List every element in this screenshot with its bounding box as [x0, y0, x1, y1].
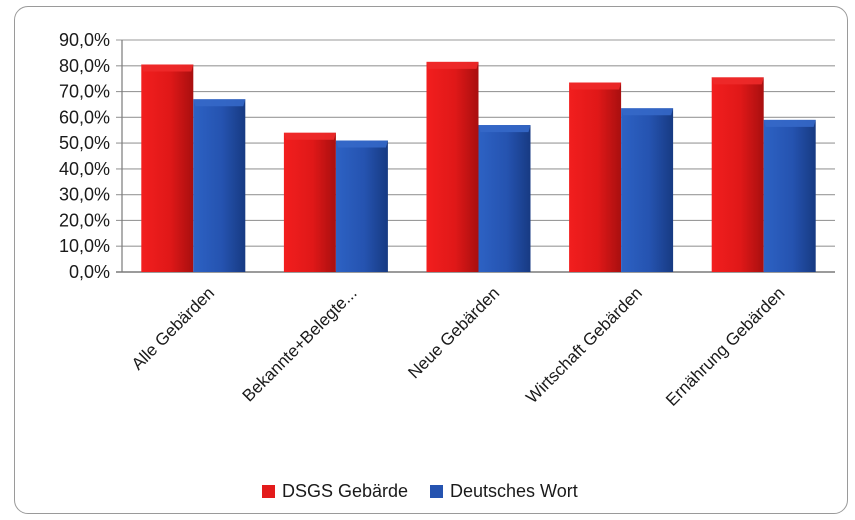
- bar-dsgs-gebärde: [141, 64, 194, 272]
- x-category-label: Alle Gebärden: [128, 283, 218, 373]
- y-tick-label: 30,0%: [59, 185, 110, 205]
- bar-top-face: [426, 61, 479, 69]
- y-axis-ticks: 0,0% 10,0% 20,0% 30,0% 40,0% 50,0% 60,0% 70,0% 8…: [59, 30, 110, 282]
- bar-top-face: [141, 64, 194, 72]
- y-tick-label: 90,0%: [59, 30, 110, 50]
- bar-dsgs-gebärde: [569, 82, 622, 273]
- bar-top-face: [569, 82, 622, 90]
- bars: [141, 61, 816, 273]
- y-tick-label: 0,0%: [69, 262, 110, 282]
- bar-dsgs-gebärde: [283, 132, 336, 272]
- bar-deutsches-wort: [478, 125, 531, 272]
- bar-top-face: [478, 125, 531, 133]
- bar-deutsches-wort: [621, 108, 674, 272]
- x-category-label: Wirtschaft Gebärden: [522, 283, 646, 407]
- bar-deutsches-wort: [193, 99, 246, 273]
- legend-swatch: [430, 485, 443, 498]
- legend: DSGS Gebärde Deutsches Wort: [262, 481, 578, 501]
- y-tick-label: 80,0%: [59, 56, 110, 76]
- bar-top-face: [621, 108, 674, 116]
- bar-dsgs-gebärde: [426, 61, 479, 273]
- bar-top-face: [711, 77, 764, 85]
- legend-label: DSGS Gebärde: [282, 481, 408, 501]
- y-tick-label: 70,0%: [59, 82, 110, 102]
- bar-top-face: [193, 99, 246, 107]
- x-category-label: Ernährung Gebärden: [662, 283, 788, 409]
- bar-top-face: [763, 119, 816, 127]
- legend-swatch: [262, 485, 275, 498]
- x-category-label: Neue Gebärden: [404, 283, 503, 382]
- y-tick-label: 10,0%: [59, 236, 110, 256]
- y-tick-label: 60,0%: [59, 107, 110, 127]
- bar-top-face: [283, 132, 336, 140]
- bar-deutsches-wort: [763, 119, 816, 273]
- y-tick-label: 40,0%: [59, 159, 110, 179]
- x-category-label: Bekannte+Belegte...: [239, 283, 361, 405]
- y-tick-label: 20,0%: [59, 210, 110, 230]
- x-axis-categories: Alle Gebärden Bekannte+Belegte... Neue Geb…: [128, 283, 789, 409]
- legend-label: Deutsches Wort: [450, 481, 578, 501]
- bar-dsgs-gebärde: [711, 77, 764, 272]
- y-tick-label: 50,0%: [59, 133, 110, 153]
- bar-top-face: [335, 140, 388, 148]
- bar-deutsches-wort: [335, 140, 388, 272]
